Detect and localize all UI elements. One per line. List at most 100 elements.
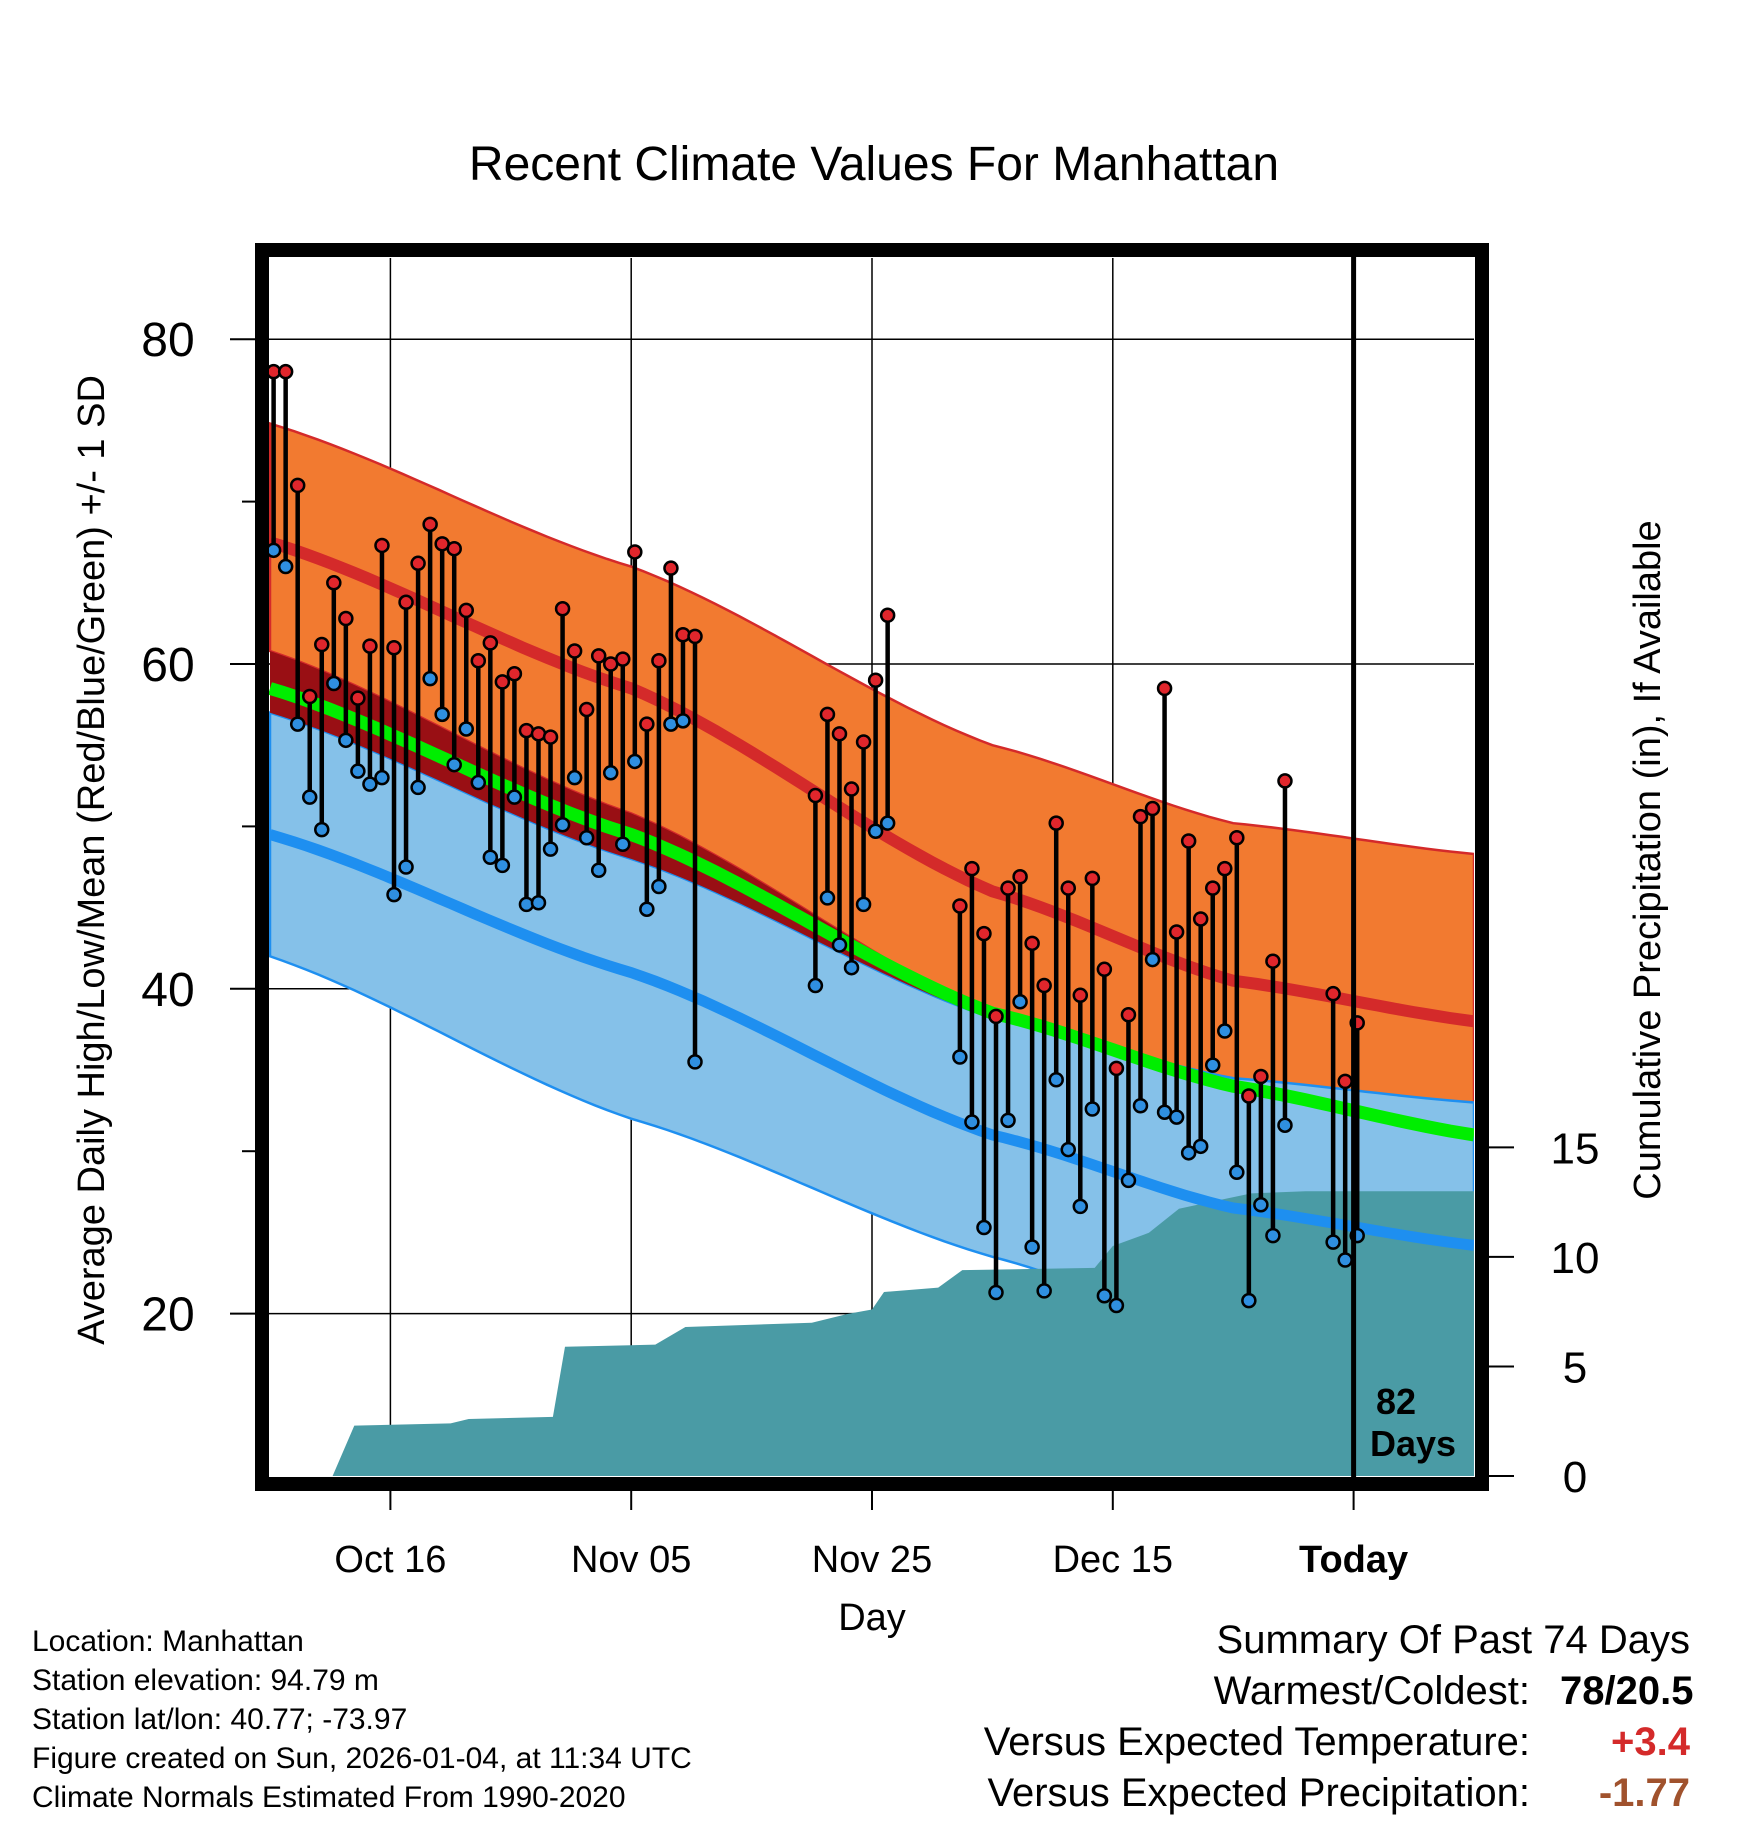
x-tick-label: Nov 25 — [812, 1539, 932, 1581]
daily-high-point — [494, 674, 511, 690]
daily-high-point — [807, 787, 824, 804]
daily-high-point — [314, 636, 330, 653]
daily-low-point — [1253, 1197, 1269, 1213]
daily-low-point — [855, 896, 872, 913]
daily-low-point — [1337, 1252, 1353, 1268]
daily-low-point — [1144, 951, 1161, 968]
daily-high-point — [422, 516, 438, 533]
daily-high-point — [398, 594, 414, 611]
daily-low-point — [1120, 1172, 1137, 1189]
daily-high-point — [1000, 880, 1016, 896]
daily-high-point — [687, 628, 703, 645]
precip-tick-label: 0 — [1563, 1453, 1587, 1502]
daily-high-point — [879, 607, 896, 624]
daily-high-point — [952, 898, 968, 914]
daily-high-point — [1217, 860, 1233, 877]
daily-high-point — [470, 653, 487, 669]
daily-high-point — [1036, 977, 1052, 994]
daily-high-point — [1012, 868, 1028, 885]
daily-high-point — [1144, 800, 1161, 817]
daily-low-point — [964, 1114, 980, 1130]
daily-high-point — [374, 537, 390, 554]
daily-high-point — [458, 602, 475, 619]
daily-high-point — [542, 729, 559, 745]
daily-high-point — [1168, 924, 1185, 940]
daily-high-point — [362, 638, 378, 654]
chart-title: Recent Climate Values For Manhattan — [469, 138, 1279, 191]
daily-low-point — [1217, 1023, 1233, 1039]
daily-low-point — [687, 1054, 703, 1070]
daily-high-point — [855, 734, 872, 750]
daily-high-point — [1120, 1007, 1137, 1023]
daily-low-point — [542, 841, 559, 857]
precip-tick-label: 15 — [1551, 1124, 1600, 1173]
warmest-coldest-label: Warmest/Coldest: — [1213, 1669, 1530, 1713]
plot-frame — [255, 243, 1489, 1491]
x-tick-label: Oct 16 — [334, 1539, 446, 1581]
daily-high-point — [446, 540, 462, 557]
daily-low-point — [338, 732, 354, 749]
daily-high-point — [289, 477, 306, 494]
daily-low-point — [1048, 1071, 1064, 1088]
y-tick-label: 80 — [141, 314, 194, 367]
y-tick-label: 20 — [141, 1289, 194, 1342]
daily-high-point — [988, 1008, 1004, 1025]
daily-high-point — [1241, 1088, 1257, 1104]
precip-tick-label: 10 — [1551, 1234, 1600, 1283]
daily-low-point — [1180, 1145, 1197, 1161]
daily-low-point — [458, 721, 475, 737]
daily-high-point — [1337, 1073, 1353, 1090]
daily-low-point — [843, 959, 860, 976]
daily-low-point — [1241, 1292, 1257, 1309]
figure-created: Figure created on Sun, 2026-01-04, at 11… — [32, 1742, 692, 1775]
daily-low-point — [1108, 1297, 1125, 1314]
daily-high-point — [1048, 815, 1064, 831]
daily-low-point — [976, 1219, 992, 1236]
daily-low-point — [1192, 1138, 1209, 1155]
normal-bands — [268, 421, 1474, 1380]
daily-high-point — [1229, 830, 1245, 846]
precipitation-area — [270, 1191, 1474, 1476]
daily-high-point — [867, 672, 884, 688]
daily-low-point — [434, 706, 450, 723]
daily-high-point — [386, 640, 402, 656]
daily-low-point — [1265, 1227, 1281, 1244]
daily-low-point — [265, 542, 282, 559]
daily-high-point — [1156, 680, 1173, 697]
plot-area — [262, 258, 1474, 1476]
daily-low-point — [554, 817, 571, 833]
daily-low-point — [446, 756, 462, 773]
right-axis: 0 5 10 15 — [1489, 1124, 1599, 1502]
daily-high-point — [1325, 985, 1341, 1002]
station-latlon: Station lat/lon: 40.77; -73.97 — [32, 1703, 408, 1736]
daily-low-point — [675, 713, 691, 729]
daily-low-point — [831, 937, 848, 953]
y-tick-label: 60 — [141, 639, 194, 692]
days-word: Days — [1370, 1423, 1456, 1464]
daily-low-point — [1012, 994, 1028, 1010]
y-axis-right-label: Cumulative Precipitation (in), If Availa… — [1627, 520, 1669, 1199]
normals-period: Climate Normals Estimated From 1990-2020 — [32, 1781, 626, 1814]
daily-high-point — [1084, 870, 1101, 887]
daily-high-point — [976, 925, 992, 942]
left-axis: 20 40 60 80 — [141, 314, 255, 1342]
daily-high-point — [350, 690, 366, 706]
daily-low-point — [530, 894, 547, 911]
daily-high-point — [277, 363, 294, 380]
daily-high-point — [482, 635, 499, 651]
daily-high-point — [964, 860, 980, 877]
daily-low-point — [807, 977, 824, 994]
daily-low-point — [651, 878, 667, 895]
y-tick-label: 40 — [141, 964, 194, 1017]
warmest-coldest-value: 78/20.5 — [1560, 1669, 1694, 1713]
daily-low-point — [988, 1284, 1004, 1301]
daily-low-point — [277, 558, 294, 575]
daily-high-point — [338, 610, 354, 627]
daily-low-point — [350, 763, 366, 779]
daily-high-point — [1060, 880, 1077, 896]
daily-high-point — [1108, 1060, 1125, 1077]
daily-low-point — [1084, 1101, 1101, 1117]
daily-high-point — [843, 781, 860, 797]
daily-low-point — [615, 836, 631, 853]
